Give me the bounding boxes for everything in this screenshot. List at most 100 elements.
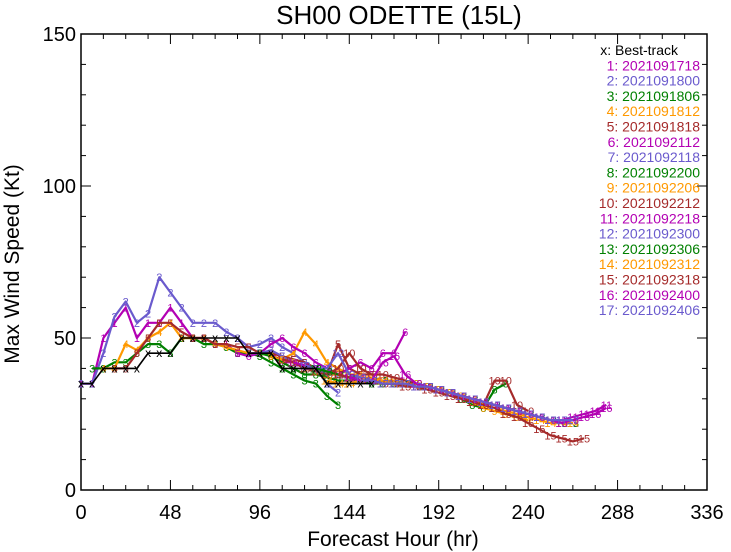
series-point-marker: 17 [421,382,433,394]
series-point-marker: 7 [246,348,252,360]
legend-entry: 14: 2021092312 [599,256,700,272]
legend-entry: 16: 2021092400 [599,287,700,303]
best-track-point: x [145,346,151,360]
series-point-marker: 8 [257,348,263,360]
series-point-marker: 2 [156,272,162,284]
series-point-marker: 3 [156,339,162,351]
series-point-marker: 2 [145,309,151,321]
series-point-marker: 11 [578,409,589,421]
series-point-marker: 7 [279,351,285,363]
series-point-marker: 17 [388,379,400,391]
series-point-marker: 17 [433,385,445,397]
series-point-marker: 10 [388,373,400,385]
series-point-marker: 3 [201,339,207,351]
series-point-marker: 2 [179,303,185,315]
series-point-marker: 1 [167,303,173,315]
series-point-marker: 3 [111,357,117,369]
series-point-marker: 4 [123,339,129,351]
series-point-marker: 4 [246,348,252,360]
legend-entry: 13: 2021092306 [599,241,700,257]
series-point-marker: 1 [111,318,117,330]
best-track-point: x [78,377,84,391]
series-point-marker: 2 [78,379,84,391]
series-point-marker: 10 [354,363,366,375]
x-tick-label: 48 [159,502,181,524]
legend-entry: 9: 2021092206 [607,180,701,196]
series-point-marker: 4 [156,327,162,339]
series-point-marker: 2 [324,379,330,391]
series-point-marker: 17 [544,415,556,427]
series-line [81,276,339,394]
series-point-marker: 2 [335,388,341,400]
best-track-point: x [223,331,229,345]
series-point-marker: 4 [290,348,296,360]
series-point-marker: 3 [313,379,319,391]
series-point-marker: 8 [324,373,330,385]
series-point-marker: 15 [567,436,579,448]
series-point-marker: 17 [466,394,478,406]
series-point-marker: 17 [488,400,500,412]
series-point-marker: 10 [377,369,389,381]
series-point-marker: 16 [399,369,411,381]
series-point-marker: 17 [567,415,579,427]
series-point-marker: 12 [332,348,344,360]
series-point-marker: 1 [123,303,129,315]
series-point-marker: 17 [533,412,545,424]
best-track-point: x [279,361,285,375]
series-point-marker: 1 [179,318,185,330]
legend-entry: 10: 2021092212 [599,195,700,211]
series-point-marker: 6 [313,357,319,369]
series-point-marker: 3 [89,363,95,375]
best-track-point: x [324,377,330,391]
series-point-marker: 6 [369,363,375,375]
series-line [237,331,407,376]
chart-title: SH00 ODETTE (15L) [276,0,522,30]
series-point-marker: 2 [111,312,117,324]
series-point-marker: 6 [279,333,285,345]
best-track-layer: x xx x x xx x xx x x x x xx x xx x x xx x x x x [78,331,375,391]
series-point-marker: 14 [332,379,344,391]
best-track-point: x [156,346,162,360]
series-point-marker: 17 [556,415,568,427]
best-track-point: x [290,361,296,375]
series-point-marker: 17 [354,376,366,388]
series-point-marker: 5 [179,327,185,339]
series-point-marker: 10 [488,376,500,388]
best-track-point: x [123,361,129,375]
series-point-marker: 2 [201,318,207,330]
series-line [360,379,573,422]
legend-entry: 5: 2021091818 [607,119,701,135]
best-track-point: x [212,331,218,345]
series-point-marker: 8 [469,400,475,412]
series-point-marker: 5 [357,369,363,381]
y-tick-label: 100 [43,176,76,198]
series-point-marker: 2 [134,318,140,330]
series-point-marker: 11 [567,412,578,424]
legend-entry: 4: 2021091812 [607,103,701,119]
series-point-marker: 11 [601,400,612,412]
series-point-marker: 2 [190,318,196,330]
x-tick-label: 336 [690,502,723,524]
series-point-marker: 2 [257,339,263,351]
legend-entry: 6: 2021092112 [608,134,701,150]
best-track-point: x [369,377,375,391]
series-point-marker: 2 [123,297,129,309]
series-point-marker: 5 [290,354,296,366]
series-point-marker: 3 [123,357,129,369]
series-point-marker: 8 [335,376,341,388]
legend-entry: 3: 2021091806 [607,88,701,104]
best-track-point: x [302,361,308,375]
series-point-marker: 15 [533,424,545,436]
series-point-marker: 5 [156,318,162,330]
series-point-marker: 5 [212,339,218,351]
series-point-marker: 4 [324,357,330,369]
series-point-marker: 15 [556,433,568,445]
series-point-marker: 5 [234,342,240,354]
series-point-marker: 10 [366,369,378,381]
legend-entry: 15: 2021092318 [599,272,700,288]
best-track-point: x [112,361,118,375]
series-point-marker: 4 [302,327,308,339]
legend-entry: 2: 2021091800 [607,73,701,89]
